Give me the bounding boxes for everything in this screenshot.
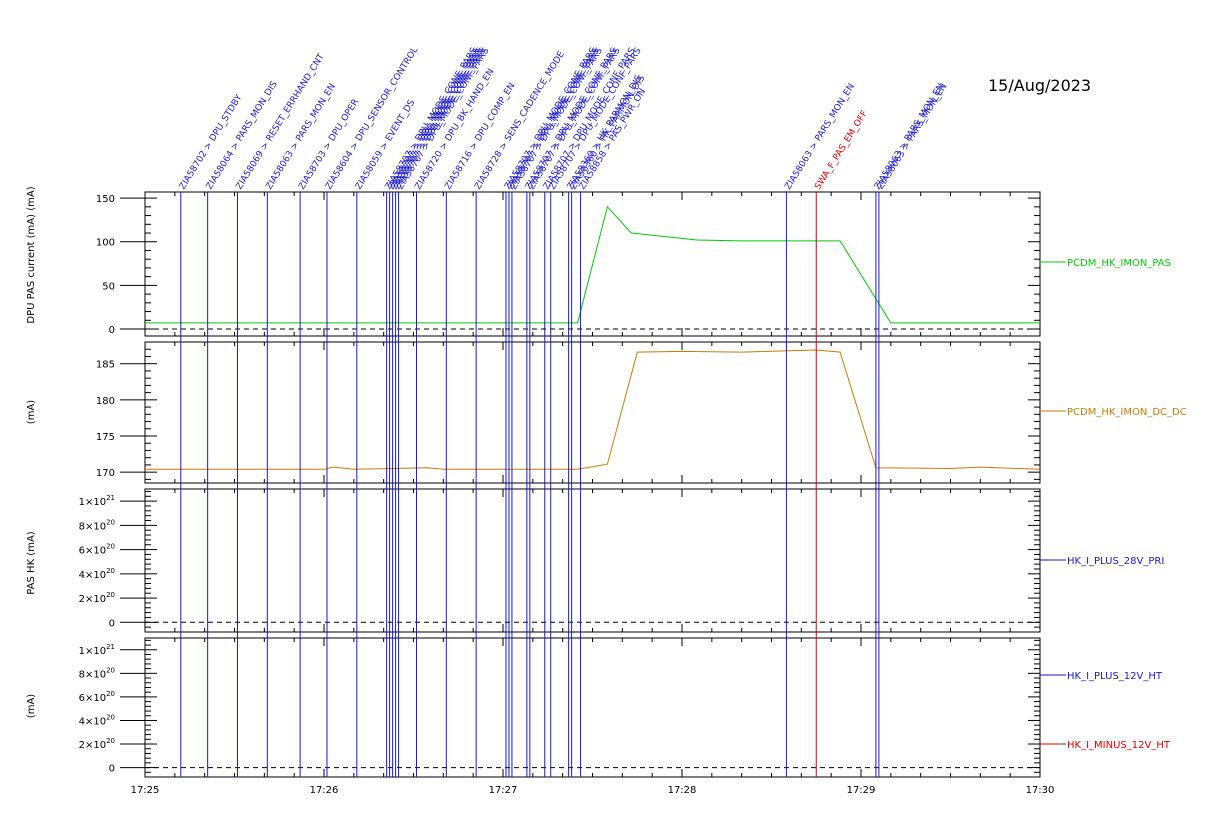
panel-pas-hk: 0 2×1020 4×1020 6×1020 8×1020 1×1021 HK_I_PLUS… [26, 488, 1164, 633]
panel-frame [144, 341, 1041, 484]
legend-label: PCDM_HK_IMON_DC_DC [1067, 407, 1187, 418]
series-line [145, 205, 1040, 324]
x-tick-label: 17:27 [489, 785, 518, 796]
y-tick-label: 100 [96, 238, 115, 249]
y-tick-label: 8×1020 [79, 518, 115, 532]
y-axis-label: DPU PAS current (mA) (mA) [26, 186, 37, 323]
y-tick-label: 50 [102, 281, 115, 292]
panel-frame [144, 637, 1041, 778]
y-tick-label: 6×1020 [79, 690, 115, 704]
y-tick-label: 1×1021 [79, 643, 115, 657]
y-tick-label: 180 [96, 396, 115, 407]
y-tick-label: 8×1020 [79, 666, 115, 680]
y-axis-label: (mA) [26, 400, 37, 424]
x-tick-label: 17:28 [668, 785, 697, 796]
x-tick-label: 17:26 [310, 785, 339, 796]
legend-label: HK_I_PLUS_28V_PRI [1067, 556, 1164, 567]
y-tick-label: 2×1020 [79, 737, 115, 751]
x-tick-label: 17:30 [1026, 785, 1055, 796]
y-tick-label: 150 [96, 194, 115, 205]
event-label: ZIA58063 > PARS_MON_EN [876, 82, 950, 191]
panel-frame [144, 488, 1041, 633]
y-tick-label: 4×1020 [79, 567, 115, 581]
event-label: ZIA58707 > DPU_MODE_CONF_PARS [396, 46, 492, 191]
y-tick-label: 4×1020 [79, 713, 115, 727]
date-label: 15/Aug/2023 [988, 76, 1092, 95]
y-tick-label: 185 [96, 360, 115, 371]
y-tick-label: 2×1020 [79, 591, 115, 605]
y-axis-label: (mA) [26, 694, 37, 718]
y-tick-label: 0 [109, 325, 115, 336]
legend-label: HK_I_PLUS_12V_HT [1067, 671, 1163, 682]
x-tick-label: 17:25 [131, 785, 160, 796]
legend-label: HK_I_MINUS_12V_HT [1067, 740, 1171, 751]
x-tick-label: 17:29 [847, 785, 876, 796]
series-line [145, 349, 1041, 470]
y-tick-label: 1×1021 [79, 494, 115, 508]
y-tick-label: 175 [96, 432, 115, 443]
panel-dc-dc: 170 175 180 185 PCDM_HK_IMON_DC_DC (mA) [26, 341, 1187, 484]
y-tick-label: 0 [109, 618, 115, 629]
y-tick-label: 6×1020 [79, 543, 115, 557]
panel-ht: 0 2×1020 4×1020 6×1020 8×1020 1×1021 HK_I_PLUS… [26, 637, 1171, 778]
y-axis-label: PAS HK (mA) [26, 531, 37, 594]
event-label: SWA_F_PAS_EM_OFF [813, 109, 870, 192]
y-tick-label: 170 [96, 468, 115, 479]
legend-label: PCDM_HK_IMON_PAS [1067, 258, 1171, 269]
y-tick-label: 0 [109, 764, 115, 775]
panel-pas-current: 0 50 100 150 PCDM_HK_IMON_PAS DPU PAS current… [26, 186, 1171, 337]
